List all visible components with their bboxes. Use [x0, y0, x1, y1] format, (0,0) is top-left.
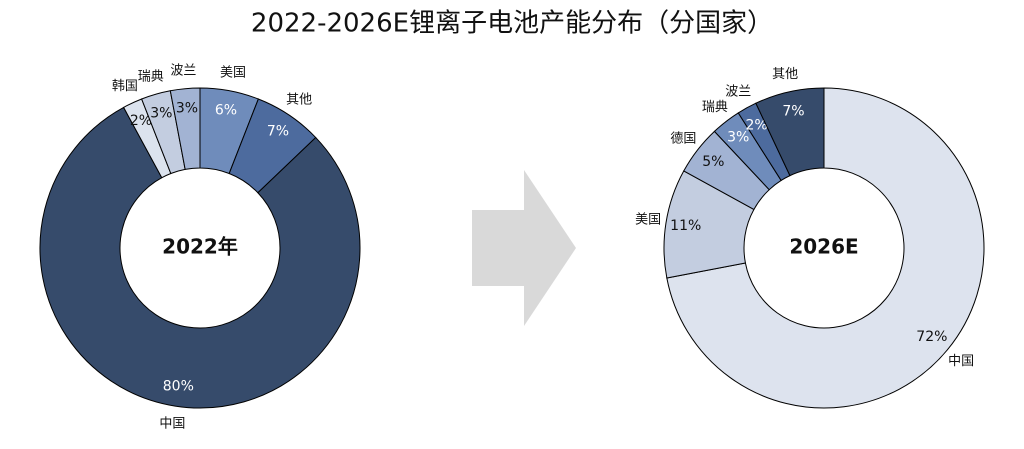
category-label: 中国	[948, 354, 974, 369]
category-label: 韩国	[112, 79, 138, 94]
value-label: 11%	[670, 218, 701, 234]
category-label: 其他	[772, 67, 798, 82]
center-label: 2026E	[789, 235, 858, 259]
donut-segment	[666, 87, 985, 409]
category-label: 瑞典	[138, 69, 164, 84]
category-label: 美国	[220, 66, 246, 81]
value-label: 72%	[916, 329, 947, 345]
donut-segment	[39, 106, 361, 409]
category-label: 德国	[670, 131, 696, 146]
value-label: 6%	[215, 102, 237, 118]
arrow	[472, 170, 576, 326]
value-label: 3%	[727, 129, 749, 145]
category-label: 中国	[159, 416, 185, 431]
donut-segment	[169, 87, 201, 170]
value-label: 7%	[267, 124, 289, 140]
value-label: 2%	[130, 113, 152, 129]
value-label: 2%	[745, 117, 767, 133]
center-label: 2022年	[162, 235, 238, 259]
category-label: 波兰	[170, 63, 196, 78]
value-label: 7%	[782, 103, 804, 119]
value-label: 80%	[163, 378, 194, 394]
category-label: 波兰	[725, 85, 751, 100]
value-label: 3%	[150, 105, 172, 121]
category-label: 其他	[286, 93, 312, 108]
category-label: 美国	[635, 213, 661, 228]
chart-title: 2022-2026E锂离子电池产能分布（分国家）	[251, 9, 773, 39]
value-label: 5%	[702, 154, 724, 170]
donut-segment	[755, 87, 825, 177]
value-label: 3%	[176, 101, 198, 117]
category-label: 瑞典	[702, 100, 728, 115]
